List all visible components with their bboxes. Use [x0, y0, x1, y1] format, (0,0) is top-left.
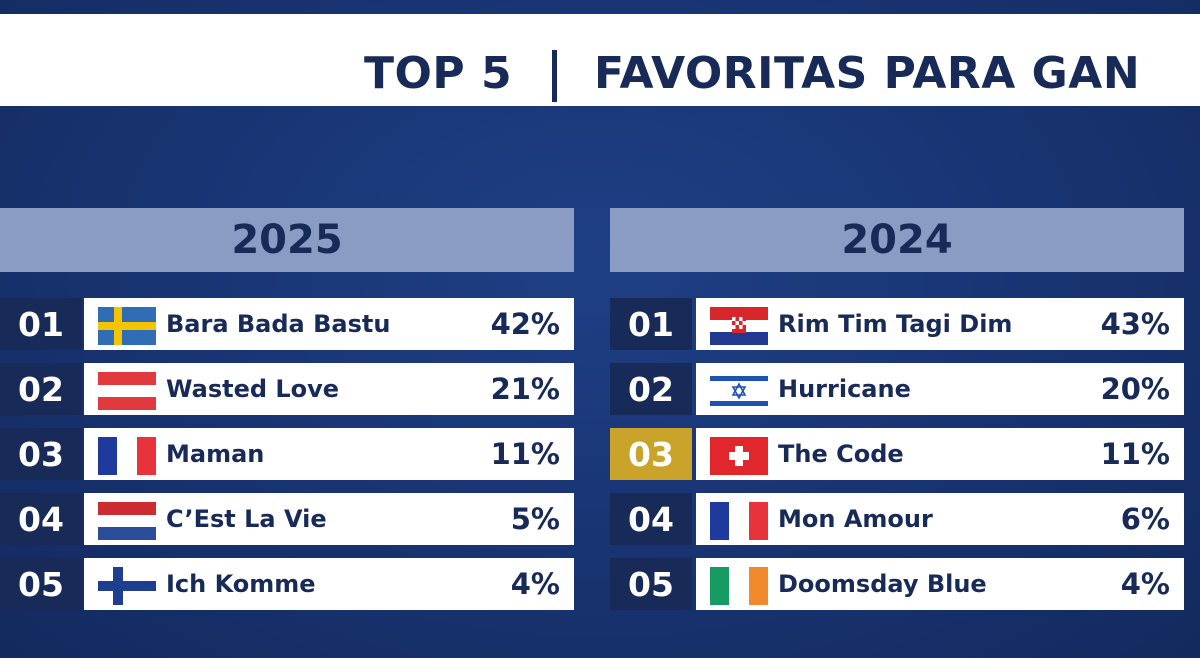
- rank-number: 03: [0, 428, 82, 480]
- table-row: Doomsday Blue 4%: [696, 558, 1184, 610]
- top-label: TOP 5: [364, 48, 513, 99]
- table-row: Hurricane 20%: [696, 363, 1184, 415]
- year-header-left: 2025: [0, 208, 574, 272]
- table-row: Maman 11%: [84, 428, 574, 480]
- netherlands-flag: [98, 502, 156, 540]
- ireland-flag: [710, 567, 768, 605]
- table-row: Rim Tim Tagi Dim 43%: [696, 298, 1184, 350]
- win-percentage: 42%: [490, 307, 560, 341]
- win-percentage: 20%: [1100, 372, 1170, 406]
- israel-flag: [710, 372, 768, 410]
- rank-number: 05: [0, 558, 82, 610]
- austria-flag: [98, 372, 156, 410]
- table-row: Wasted Love 21%: [84, 363, 574, 415]
- song-title: Ich Komme: [166, 570, 316, 598]
- table-row: Ich Komme 4%: [84, 558, 574, 610]
- song-title: Hurricane: [778, 375, 911, 403]
- song-title: Rim Tim Tagi Dim: [778, 310, 1013, 338]
- song-title: The Code: [778, 440, 904, 468]
- page-title: FAVORITAS PARA GAN: [594, 48, 1141, 99]
- win-percentage: 11%: [490, 437, 560, 471]
- rank-number: 04: [610, 493, 692, 545]
- song-title: Doomsday Blue: [778, 570, 987, 598]
- rank-number: 04: [0, 493, 82, 545]
- win-percentage: 11%: [1100, 437, 1170, 471]
- rank-number: 01: [610, 298, 692, 350]
- song-title: Mon Amour: [778, 505, 933, 533]
- table-row: Mon Amour 6%: [696, 493, 1184, 545]
- win-percentage: 43%: [1100, 307, 1170, 341]
- win-percentage: 6%: [1120, 502, 1170, 536]
- title-bar: TOP 5 FAVORITAS PARA GAN: [0, 14, 1200, 106]
- finland-flag: [98, 567, 156, 605]
- win-percentage: 21%: [490, 372, 560, 406]
- switzerland-flag: [710, 437, 768, 475]
- rank-number: 03: [610, 428, 692, 480]
- table-row: C’Est La Vie 5%: [84, 493, 574, 545]
- rank-number: 02: [610, 363, 692, 415]
- win-percentage: 4%: [1120, 567, 1170, 601]
- rank-number: 05: [610, 558, 692, 610]
- song-title: Maman: [166, 440, 265, 468]
- rank-number: 02: [0, 363, 82, 415]
- song-title: Wasted Love: [166, 375, 340, 403]
- win-percentage: 4%: [510, 567, 560, 601]
- france-flag: [98, 437, 156, 475]
- table-row: Bara Bada Bastu 42%: [84, 298, 574, 350]
- sweden-flag: [98, 307, 156, 345]
- song-title: Bara Bada Bastu: [166, 310, 391, 338]
- song-title: C’Est La Vie: [166, 505, 327, 533]
- win-percentage: 5%: [510, 502, 560, 536]
- title-divider: [552, 50, 557, 102]
- croatia-flag: [710, 307, 768, 345]
- year-header-right: 2024: [610, 208, 1184, 272]
- table-row: The Code 11%: [696, 428, 1184, 480]
- rank-number: 01: [0, 298, 82, 350]
- france-flag: [710, 502, 768, 540]
